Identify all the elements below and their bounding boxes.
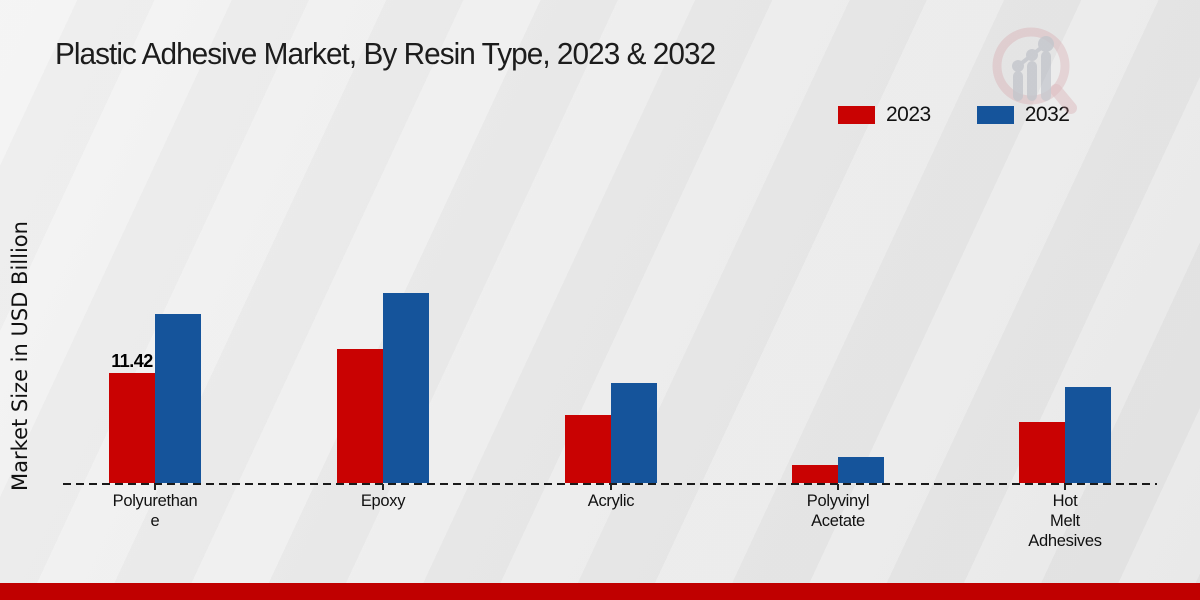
legend-label-2023: 2023 <box>886 103 931 126</box>
x-axis-tick-polyvinyl-acetate <box>837 484 839 490</box>
bar-2023-acrylic <box>565 415 611 483</box>
category-label-hot-melt-adhesives: Hot Melt Adhesives <box>1028 492 1102 550</box>
x-axis-tick-acrylic <box>610 484 612 490</box>
footer-band <box>0 583 1200 600</box>
bar-2023-epoxy <box>337 349 383 483</box>
legend-swatch-2032 <box>976 106 1014 124</box>
magnifier-chart-logo-icon <box>992 27 1077 114</box>
chart-title: Plastic Adhesive Market, By Resin Type, … <box>55 36 716 71</box>
category-label-polyurethane: Polyurethan e <box>112 492 198 530</box>
bar-2032-acrylic <box>611 383 657 483</box>
bar-2032-polyurethane <box>155 314 201 483</box>
bar-2032-polyvinyl-acetate <box>838 457 884 483</box>
x-axis-tick-hot-melt-adhesives <box>1064 484 1066 490</box>
bar-2032-epoxy <box>383 293 429 483</box>
bar-2023-polyvinyl-acetate <box>792 465 838 483</box>
legend-label-2032: 2032 <box>1024 103 1070 126</box>
legend: 2023 2032 <box>838 103 1070 127</box>
category-label-polyvinyl-acetate: Polyvinyl Acetate <box>806 492 870 530</box>
bar-2023-polyurethane <box>109 373 155 483</box>
category-label-epoxy: Epoxy <box>360 492 406 510</box>
bar-2032-hot-melt-adhesives <box>1065 387 1111 483</box>
legend-item-2032: 2032 <box>976 103 1070 127</box>
bar-value-label-polyurethane: 11.42 <box>111 351 153 371</box>
legend-swatch-2023 <box>838 106 875 124</box>
x-axis-tick-epoxy <box>382 484 384 490</box>
legend-item-2023: 2023 <box>838 103 931 127</box>
category-label-acrylic: Acrylic <box>587 492 635 510</box>
bar-2023-hot-melt-adhesives <box>1019 422 1065 483</box>
x-axis-tick-polyurethane <box>154 484 156 490</box>
